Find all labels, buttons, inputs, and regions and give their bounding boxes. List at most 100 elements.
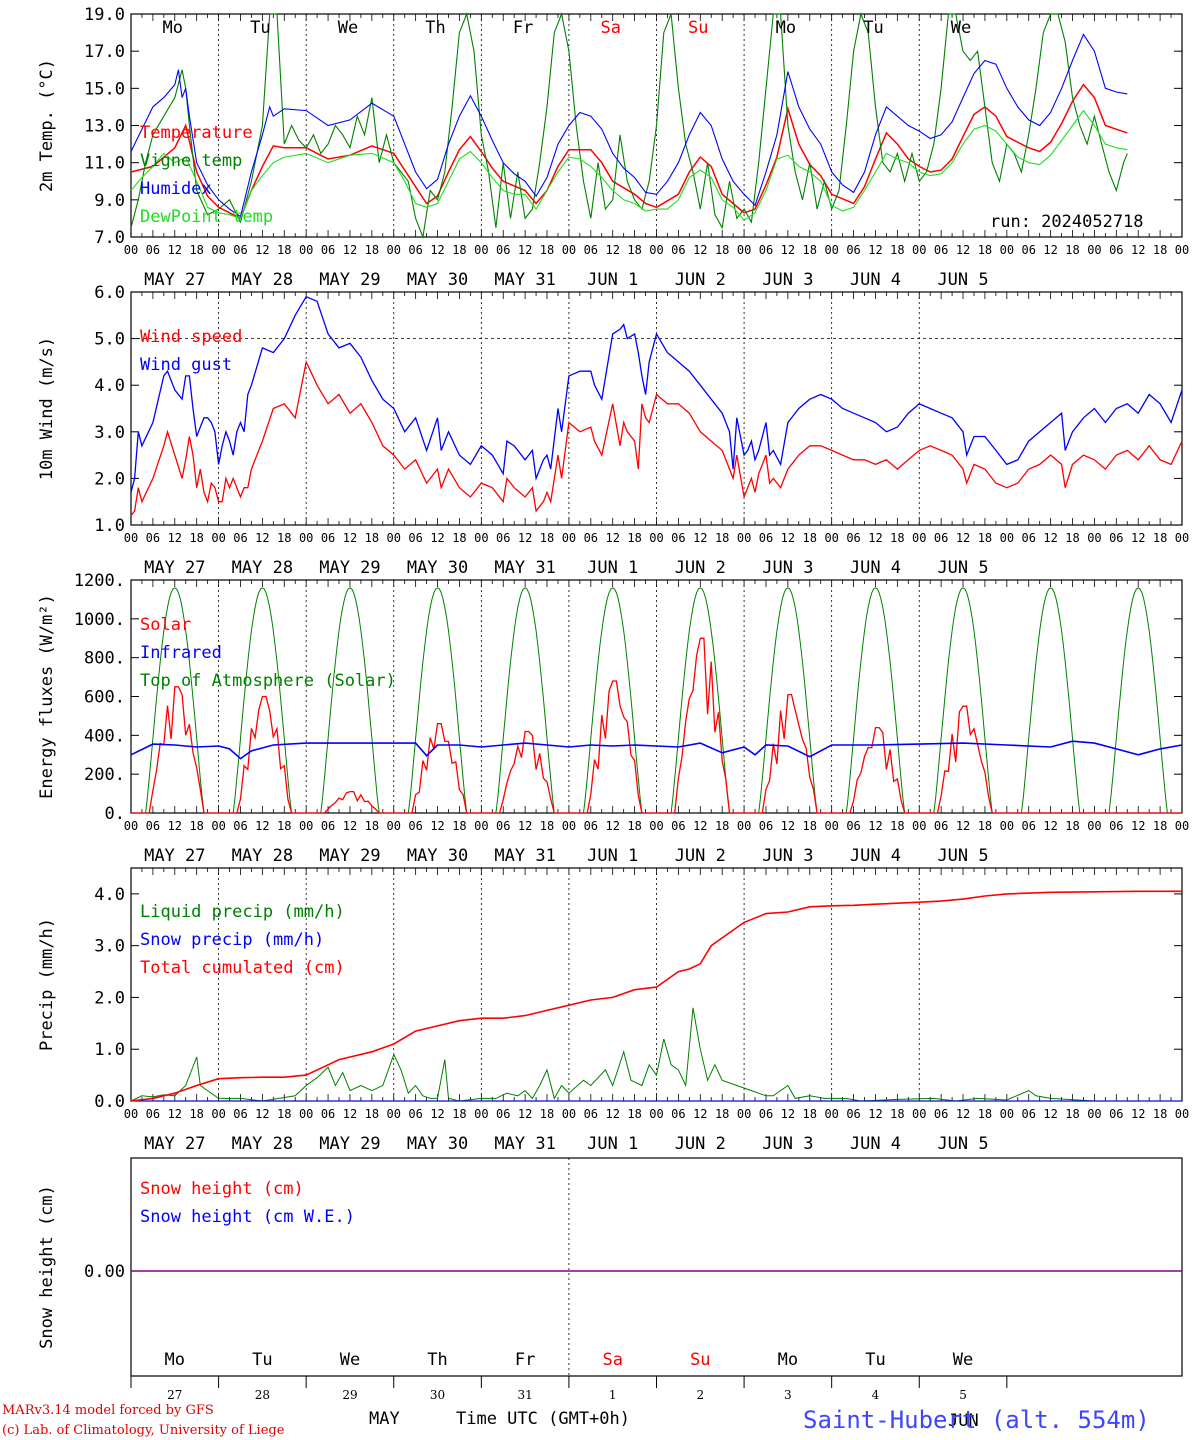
hour-tick-label: 12 <box>1043 1107 1057 1121</box>
hour-tick-label: 12 <box>781 243 795 257</box>
y-tick-label: 17.0 <box>84 42 125 62</box>
weekday-label: Tu <box>863 18 883 38</box>
y-tick-label: 1200. <box>74 571 125 591</box>
hour-tick-label: 18 <box>1153 531 1167 545</box>
hour-tick-label: 00 <box>124 531 138 545</box>
hour-tick-label: 18 <box>540 1107 554 1121</box>
hour-tick-label: 00 <box>737 819 751 833</box>
date-label: MAY 27 <box>144 1134 205 1154</box>
hour-tick-label: 12 <box>868 531 882 545</box>
hour-tick-label: 12 <box>956 531 970 545</box>
hour-tick-label: 18 <box>978 531 992 545</box>
run-label: run: 2024052718 <box>990 212 1144 232</box>
hour-tick-label: 18 <box>365 1107 379 1121</box>
hour-tick-label: 00 <box>474 531 488 545</box>
date-label: MAY 28 <box>232 1134 293 1154</box>
hour-tick-label: 06 <box>846 1107 860 1121</box>
hour-tick-label: 18 <box>1065 1107 1079 1121</box>
day-number: 27 <box>167 1388 182 1402</box>
legend-entry: Liquid precip (mm/h) <box>140 902 345 922</box>
hour-tick-label: 06 <box>584 819 598 833</box>
date-label: JUN 4 <box>850 846 901 866</box>
y-tick-label: 1.0 <box>94 516 125 536</box>
weekday-label-bottom: Tu <box>252 1350 272 1370</box>
hour-tick-label: 00 <box>1175 1107 1189 1121</box>
hour-tick-label: 06 <box>233 531 247 545</box>
legend-entry: Snow precip (mm/h) <box>140 930 324 950</box>
hour-tick-label: 12 <box>956 243 970 257</box>
hour-tick-label: 12 <box>168 819 182 833</box>
day-number: 2 <box>696 1388 704 1402</box>
hour-tick-label: 00 <box>737 531 751 545</box>
hour-tick-label: 06 <box>1022 243 1036 257</box>
date-label: JUN 2 <box>675 270 726 290</box>
hour-tick-label: 18 <box>1065 819 1079 833</box>
date-label: MAY 29 <box>319 1134 380 1154</box>
hour-tick-label: 06 <box>146 531 160 545</box>
hour-tick-label: 06 <box>146 819 160 833</box>
hour-tick-label: 18 <box>627 1107 641 1121</box>
hour-tick-label: 00 <box>912 243 926 257</box>
y-tick-label: 2.0 <box>94 988 125 1008</box>
y-axis-label: 10m Wind (m/s) <box>37 337 57 480</box>
date-label: JUN 5 <box>937 270 988 290</box>
weekday-label-bottom: Su <box>690 1350 710 1370</box>
hour-tick-label: 06 <box>1022 1107 1036 1121</box>
hour-tick-label: 18 <box>1065 531 1079 545</box>
hour-tick-label: 06 <box>321 243 335 257</box>
hour-tick-label: 12 <box>1043 819 1057 833</box>
hour-tick-label: 00 <box>912 819 926 833</box>
wind-series-0 <box>130 359 1183 517</box>
temp-series-0 <box>130 83 1128 220</box>
y-tick-label: 2.0 <box>94 469 125 489</box>
hour-tick-label: 12 <box>956 819 970 833</box>
hour-tick-label: 12 <box>1131 243 1145 257</box>
date-label: MAY 29 <box>319 846 380 866</box>
hour-tick-label: 00 <box>824 243 838 257</box>
credit-line-1: MARv3.14 model forced by GFS <box>2 1403 214 1418</box>
date-label: JUN 5 <box>937 846 988 866</box>
date-label: MAY 31 <box>494 558 555 578</box>
date-label: JUN 1 <box>587 1134 638 1154</box>
hour-tick-label: 18 <box>452 1107 466 1121</box>
hour-tick-label: 18 <box>627 531 641 545</box>
hour-tick-label: 06 <box>584 243 598 257</box>
hour-tick-label: 06 <box>846 243 860 257</box>
hour-tick-label: 06 <box>496 243 510 257</box>
hour-tick-label: 12 <box>343 243 357 257</box>
hour-tick-label: 00 <box>824 1107 838 1121</box>
hour-tick-label: 06 <box>496 1107 510 1121</box>
y-tick-label: 13.0 <box>84 117 125 137</box>
date-label: JUN 1 <box>587 270 638 290</box>
hour-tick-label: 18 <box>452 819 466 833</box>
hour-tick-label: 18 <box>189 1107 203 1121</box>
hour-tick-label: 18 <box>277 1107 291 1121</box>
legend-entry: Wind speed <box>140 327 242 347</box>
hour-tick-label: 12 <box>255 243 269 257</box>
hour-tick-label: 06 <box>233 819 247 833</box>
hour-tick-label: 18 <box>1153 819 1167 833</box>
hour-tick-label: 18 <box>365 531 379 545</box>
hour-tick-label: 00 <box>1000 243 1014 257</box>
hour-tick-label: 06 <box>1109 531 1123 545</box>
hour-tick-label: 18 <box>715 819 729 833</box>
hour-tick-label: 18 <box>1153 1107 1167 1121</box>
temp-series-1 <box>130 12 1128 240</box>
day-number: 30 <box>430 1388 445 1402</box>
legend-entry: Infrared <box>140 643 222 663</box>
y-axis-label: 2m Temp. (°C) <box>37 59 57 192</box>
date-label: MAY 31 <box>494 270 555 290</box>
date-label: JUN 3 <box>762 270 813 290</box>
hour-tick-label: 06 <box>671 1107 685 1121</box>
date-label: MAY 31 <box>494 846 555 866</box>
hour-tick-label: 06 <box>321 531 335 545</box>
weekday-label: Mo <box>163 18 183 38</box>
date-label: MAY 27 <box>144 558 205 578</box>
hour-tick-label: 06 <box>934 819 948 833</box>
date-label: JUN 2 <box>675 1134 726 1154</box>
hour-tick-label: 12 <box>605 243 619 257</box>
hour-tick-label: 06 <box>934 243 948 257</box>
hour-tick-label: 18 <box>452 243 466 257</box>
hour-tick-label: 00 <box>124 819 138 833</box>
